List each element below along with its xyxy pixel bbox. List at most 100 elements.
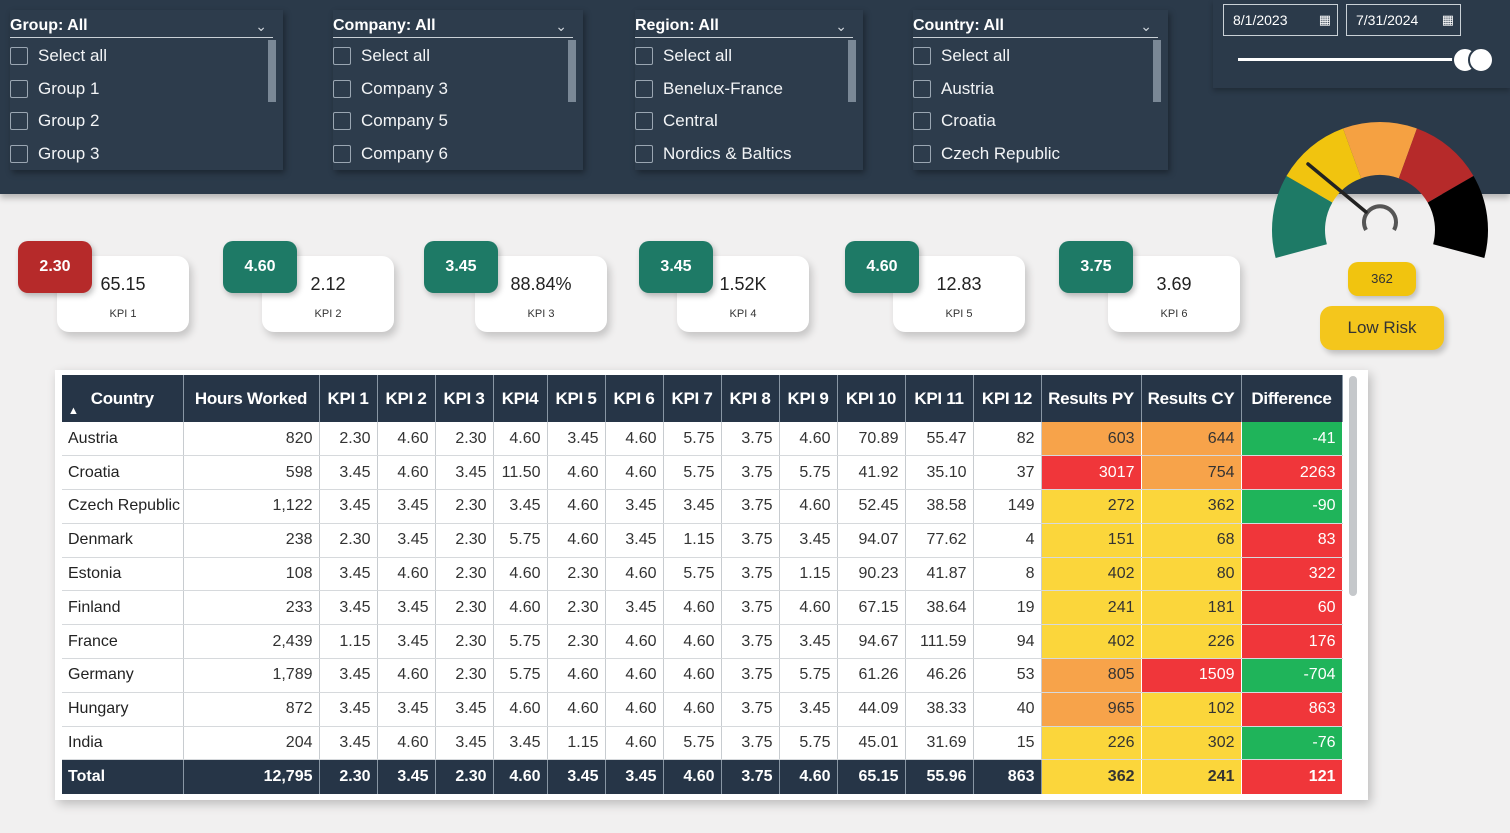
table-row[interactable]: Czech Republic 1,122 3.45 3.45 2.30 3.45 4.60 3…: [62, 489, 1343, 524]
slicer-item[interactable]: Company 6: [333, 138, 583, 171]
column-header[interactable]: KPI 7: [663, 375, 722, 422]
checkbox[interactable]: [10, 79, 28, 98]
column-header[interactable]: KPI 1: [319, 375, 378, 422]
slicer-item[interactable]: Croatia: [913, 105, 1168, 138]
table-cell: 4.60: [663, 692, 722, 727]
table-cell: 5.75: [779, 455, 838, 491]
table-cell: 863: [1241, 692, 1343, 727]
chevron-down-icon[interactable]: ⌄: [835, 18, 847, 34]
table-cell: 4: [973, 523, 1042, 558]
table-cell: 55.96: [905, 759, 974, 794]
table-cell: 3.45: [377, 624, 436, 660]
table-row[interactable]: Germany 1,789 3.45 4.60 2.30 5.75 4.60 4.60 4.60…: [62, 658, 1343, 693]
slicer-item[interactable]: Select all: [333, 40, 583, 73]
table-scrollbar[interactable]: [1349, 376, 1357, 596]
checkbox[interactable]: [913, 47, 931, 66]
checkbox[interactable]: [635, 47, 653, 66]
column-header[interactable]: Results PY: [1041, 375, 1142, 422]
slicer-item[interactable]: Select all: [635, 40, 863, 73]
table-cell: 3.45: [435, 692, 494, 727]
slicer-item[interactable]: Company 3: [333, 73, 583, 106]
table-cell: 3.45: [319, 590, 378, 626]
table-cell: 4.60: [547, 489, 606, 524]
table-cell: 4.60: [605, 455, 664, 491]
column-header[interactable]: KPI 10: [837, 375, 906, 422]
company-slicer-header[interactable]: Company: All ⌄: [333, 14, 573, 38]
checkbox[interactable]: [913, 112, 931, 131]
chevron-down-icon[interactable]: ⌄: [1140, 18, 1152, 34]
column-header[interactable]: KPI 6: [605, 375, 664, 422]
table-cell: 46.26: [905, 658, 974, 693]
checkbox[interactable]: [10, 112, 28, 131]
slicer-item[interactable]: Nordics & Baltics: [635, 138, 863, 171]
slicer-item[interactable]: Company 5: [333, 105, 583, 138]
slicer-item[interactable]: Central: [635, 105, 863, 138]
table-cell: 4.60: [493, 557, 548, 592]
checkbox[interactable]: [913, 79, 931, 98]
table-row[interactable]: France 2,439 1.15 3.45 2.30 5.75 2.30 4.60 4.60 3…: [62, 624, 1343, 660]
slicer-item[interactable]: Group 3: [10, 138, 283, 171]
checkbox[interactable]: [635, 144, 653, 163]
slicer-item[interactable]: Select all: [913, 40, 1168, 73]
table-row[interactable]: Denmark 238 2.30 3.45 2.30 5.75 4.60 3.45 1.15 3.…: [62, 523, 1343, 558]
column-header[interactable]: KPI 12: [973, 375, 1042, 422]
slicer-scrollbar[interactable]: [568, 40, 576, 102]
end-date-input[interactable]: 7/31/2024 ▦: [1346, 4, 1461, 36]
table-cell: 3.75: [721, 624, 780, 660]
checkbox[interactable]: [333, 47, 351, 66]
table-row[interactable]: Croatia 598 3.45 4.60 3.45 11.50 4.60 4.60 5.75 3…: [62, 455, 1343, 491]
column-header[interactable]: Country ▲: [62, 375, 184, 422]
chevron-down-icon[interactable]: ⌄: [255, 18, 267, 34]
slicer-item[interactable]: Czech Republic: [913, 138, 1168, 171]
checkbox[interactable]: [913, 144, 931, 163]
table-row[interactable]: Finland 233 3.45 3.45 2.30 4.60 2.30 3.45 4.60 3.…: [62, 590, 1343, 626]
region-slicer-header[interactable]: Region: All ⌄: [635, 14, 853, 38]
column-header[interactable]: KPI 2: [377, 375, 436, 422]
start-date-input[interactable]: 8/1/2023 ▦: [1223, 4, 1338, 36]
checkbox[interactable]: [333, 112, 351, 131]
table-row[interactable]: India 204 3.45 4.60 3.45 3.45 1.15 4.60 5.75 3.75…: [62, 726, 1343, 761]
table-row[interactable]: Austria 820 2.30 4.60 2.30 4.60 3.45 4.60 5.75 3.…: [62, 422, 1343, 457]
slicer-item[interactable]: Benelux-France: [635, 73, 863, 106]
checkbox[interactable]: [333, 79, 351, 98]
region-slicer: Region: All ⌄ Select all Benelux-France …: [635, 10, 863, 170]
slicer-item[interactable]: Select all: [10, 40, 283, 73]
table-cell: 4.60: [377, 422, 436, 457]
column-header[interactable]: Hours Worked: [183, 375, 320, 422]
checkbox[interactable]: [333, 144, 351, 163]
column-header[interactable]: Results CY: [1141, 375, 1242, 422]
calendar-icon[interactable]: ▦: [1441, 12, 1454, 27]
column-header[interactable]: KPI 5: [547, 375, 606, 422]
checkbox[interactable]: [10, 47, 28, 66]
column-header[interactable]: Difference: [1241, 375, 1343, 422]
column-header[interactable]: KPI4: [493, 375, 548, 422]
slicer-scrollbar[interactable]: [268, 40, 276, 102]
table-cell: -704: [1241, 658, 1343, 693]
kpi-badge-4: 3.45: [639, 241, 713, 293]
checkbox[interactable]: [10, 144, 28, 163]
column-header[interactable]: KPI 3: [435, 375, 494, 422]
date-slider-end-handle[interactable]: [1468, 47, 1494, 73]
group-slicer-header[interactable]: Group: All ⌄: [10, 14, 273, 38]
column-header[interactable]: KPI 8: [721, 375, 780, 422]
slicer-item[interactable]: Austria: [913, 73, 1168, 106]
slicer-scrollbar[interactable]: [1153, 40, 1161, 102]
checkbox[interactable]: [635, 112, 653, 131]
table-row[interactable]: Hungary 872 3.45 3.45 3.45 4.60 4.60 4.60 4.60 3.…: [62, 692, 1343, 727]
checkbox[interactable]: [635, 79, 653, 98]
country-slicer-header[interactable]: Country: All ⌄: [913, 14, 1158, 38]
table-cell: 3.45: [377, 692, 436, 727]
slicer-scrollbar[interactable]: [848, 40, 856, 102]
slicer-item[interactable]: Group 1: [10, 73, 283, 106]
slicer-item[interactable]: Group 2: [10, 105, 283, 138]
date-slider-track[interactable]: [1238, 58, 1468, 61]
calendar-icon[interactable]: ▦: [1318, 12, 1331, 27]
column-header[interactable]: KPI 9: [779, 375, 838, 422]
sort-ascending-icon[interactable]: ▲: [68, 405, 79, 417]
table-row[interactable]: Estonia 108 3.45 4.60 2.30 4.60 2.30 4.60 5.75 3.…: [62, 557, 1343, 592]
chevron-down-icon[interactable]: ⌄: [555, 18, 567, 34]
table-total-row[interactable]: Total 12,795 2.30 3.45 2.30 4.60 3.45 3.45 4.60 3…: [62, 759, 1343, 794]
column-header[interactable]: KPI 11: [905, 375, 974, 422]
table-cell: 94.67: [837, 624, 906, 660]
table-cell: 4.60: [663, 624, 722, 660]
